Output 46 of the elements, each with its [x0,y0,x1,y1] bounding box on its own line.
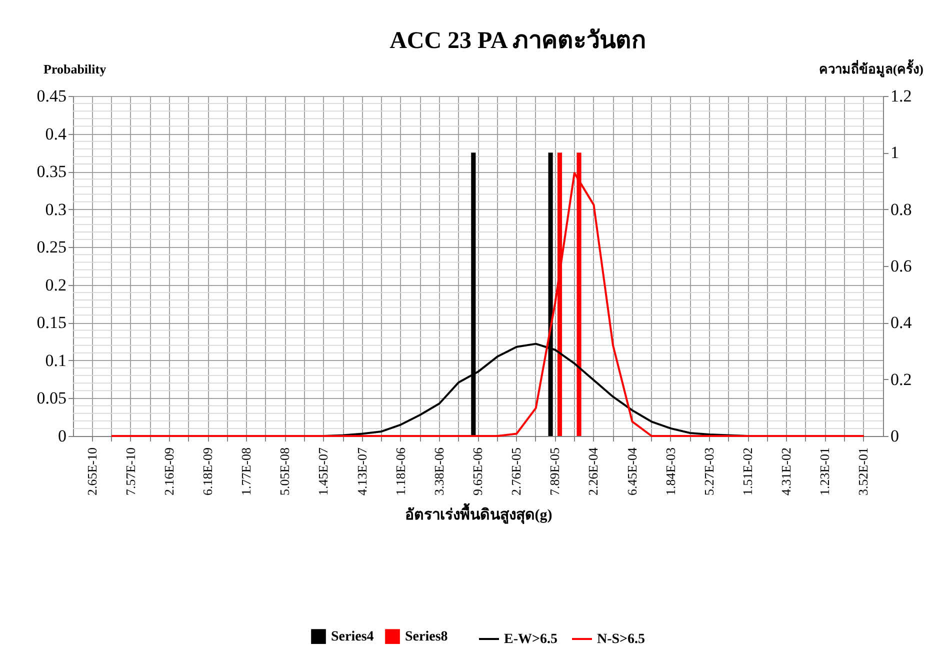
y-tick-label: 0.1 [45,350,66,370]
y2-tick-label: 0.4 [890,313,912,332]
x-tick-label: 5.27E-03 [701,448,716,496]
y2-tick-label: 0.8 [890,200,912,219]
y-tick-label: 0.25 [36,238,66,257]
y-tick-label: 0.35 [36,162,66,182]
y-axis-title: Probability [44,62,107,76]
y2-tick-label: 0.6 [890,256,912,276]
legend-label: Series8 [405,630,448,645]
x-tick-label: 3.38E-06 [431,447,446,496]
y2-tick-label: 0 [890,426,899,446]
y-tick-label: 0.45 [36,86,66,106]
y2-tick-label: 0.2 [890,370,912,389]
y-tick-label: 0.4 [45,124,67,144]
legend-label: Series4 [331,630,374,645]
x-tick-label: 1.84E-03 [662,448,678,496]
chart-title: ACC 23 PA ภาคตะวันตก [390,28,646,54]
x-tick-label: 5.05E-08 [277,448,292,496]
x-tick-label: 4.31E-02 [778,448,794,496]
x-tick-label: 4.13E-07 [354,447,370,496]
x-tick-label: 2.16E-09 [161,448,176,496]
x-tick-label: 1.45E-07 [316,447,331,496]
x-tick-label: 2.26E-04 [586,447,601,496]
x-tick-label: 1.18E-06 [392,447,408,496]
y2-tick-label: 1 [890,143,899,162]
x-tick-label: 1.51E-02 [740,448,755,496]
x-tick-label: 2.65E-10 [84,448,100,496]
x-tick-label: 7.57E-10 [122,448,138,496]
x-tick-label: 6.18E-09 [200,448,215,496]
x-tick-label: 3.52E-01 [856,448,871,496]
x-tick-label: 1.23E-01 [817,448,832,496]
y-tick-label: 0.2 [45,275,66,294]
y-tick-label: 0.3 [45,200,66,219]
x-axis-title: อัตราเร่งพื้นดินสูงสุด(g) [404,502,552,525]
y-tick-label: 0.15 [36,313,66,332]
y-tick-label: 0.05 [36,388,66,408]
y-tick-label: 0 [58,426,66,446]
x-tick-label: 9.65E-06 [470,447,485,496]
legend-label: N-S>6.5 [597,632,646,646]
x-tick-label: 1.77E-08 [238,448,254,496]
legend-label: E-W>6.5 [504,632,558,646]
y2-axis-title: ความถี่ข้อมูล(ครั้ง) [818,58,924,78]
x-tick-label: 6.45E-04 [624,447,640,496]
y2-tick-label: 1.2 [890,86,912,106]
x-tick-label: 2.76E-05 [508,448,524,496]
x-tick-label: 7.89E-05 [547,448,562,496]
